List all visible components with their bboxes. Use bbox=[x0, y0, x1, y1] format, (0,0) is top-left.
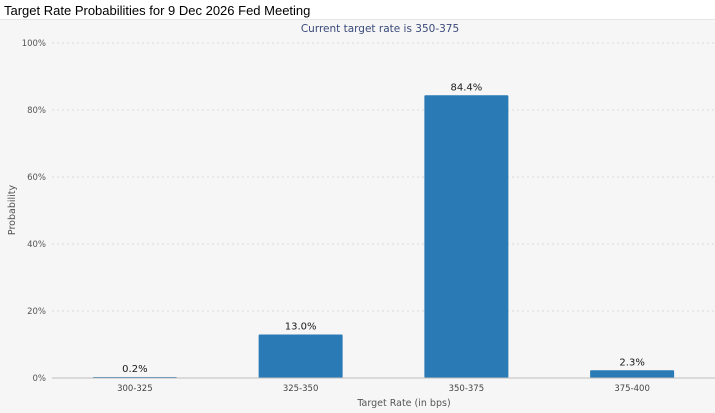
x-tick-label: 300-325 bbox=[117, 384, 153, 394]
x-axis-ticks: 300-325 325-350 350-375 375-400 bbox=[117, 384, 650, 394]
bar bbox=[258, 334, 343, 378]
bar bbox=[590, 370, 675, 378]
y-axis-ticks: 0% 20% 40% 60% 80% 100% bbox=[22, 39, 46, 384]
y-tick-label: 80% bbox=[27, 106, 46, 116]
data-label: 84.4% bbox=[450, 82, 482, 93]
x-tick-label: 350-375 bbox=[449, 384, 485, 394]
bars bbox=[92, 95, 675, 378]
y-tick-label: 40% bbox=[27, 240, 46, 250]
x-axis-title: Target Rate (in bps) bbox=[356, 398, 450, 409]
x-tick-label: 325-350 bbox=[283, 384, 319, 394]
grid-lines bbox=[52, 42, 715, 312]
y-tick-label: 100% bbox=[22, 39, 46, 49]
data-label: 0.2% bbox=[122, 364, 147, 375]
chart-title: Target Rate Probabilities for 9 Dec 2026… bbox=[4, 3, 311, 18]
chart-subtitle: Current target rate is 350-375 bbox=[301, 23, 459, 35]
bar bbox=[424, 95, 509, 378]
chart-background bbox=[0, 19, 715, 413]
y-axis-title: Probability bbox=[7, 185, 18, 236]
data-label: 13.0% bbox=[285, 321, 317, 332]
data-label: 2.3% bbox=[619, 357, 644, 368]
data-labels: 0.2% 13.0% 84.4% 2.3% bbox=[122, 82, 645, 375]
y-tick-label: 0% bbox=[33, 374, 47, 384]
y-tick-label: 20% bbox=[27, 307, 46, 317]
y-tick-label: 60% bbox=[27, 173, 46, 183]
x-tick-label: 375-400 bbox=[614, 384, 650, 394]
